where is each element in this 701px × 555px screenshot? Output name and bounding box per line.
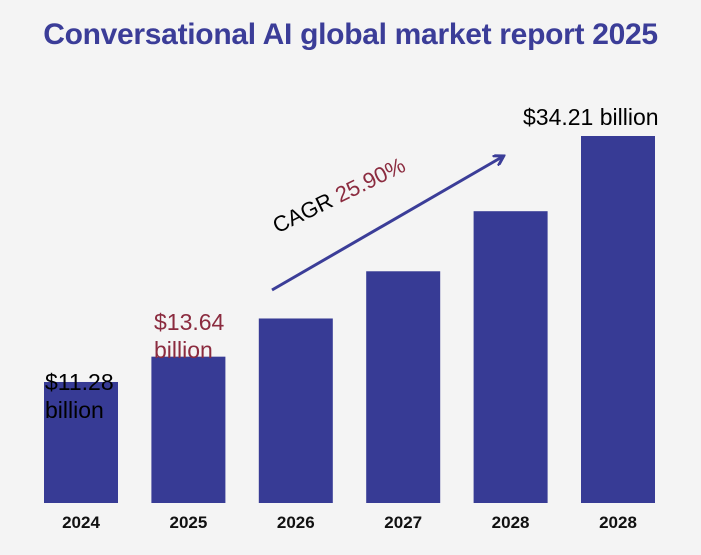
bar-2024-0 (44, 381, 118, 503)
x-tick-label-4: 2028 (492, 513, 530, 532)
cagr-arrow (271, 157, 502, 292)
x-tick-label-1: 2025 (169, 513, 207, 532)
value-label-2025-unit: billion (154, 337, 213, 363)
value-label-2024-unit: billion (45, 397, 104, 423)
x-tick-label-2: 2026 (277, 513, 315, 532)
bar-2026-2 (258, 318, 333, 503)
x-tick-label-0: 2024 (62, 513, 100, 532)
bar-2028-4 (473, 211, 548, 504)
x-tick-label-5: 2028 (599, 513, 637, 532)
bar-2025-1 (151, 356, 226, 503)
value-label-2025: $13.64 billion (154, 308, 224, 364)
x-tick-label-3: 2027 (384, 513, 422, 532)
value-label-2028: $34.21 billion (523, 104, 659, 130)
value-label-2024: $11.28 billion (45, 368, 114, 424)
value-label-2025-amount: $13.64 (154, 309, 225, 335)
bar-2027-3 (366, 271, 441, 503)
bar-2028-5 (581, 136, 655, 503)
value-label-2024-amount: $11.28 (45, 369, 114, 395)
chart-title: Conversational AI global market report 2… (43, 18, 658, 51)
